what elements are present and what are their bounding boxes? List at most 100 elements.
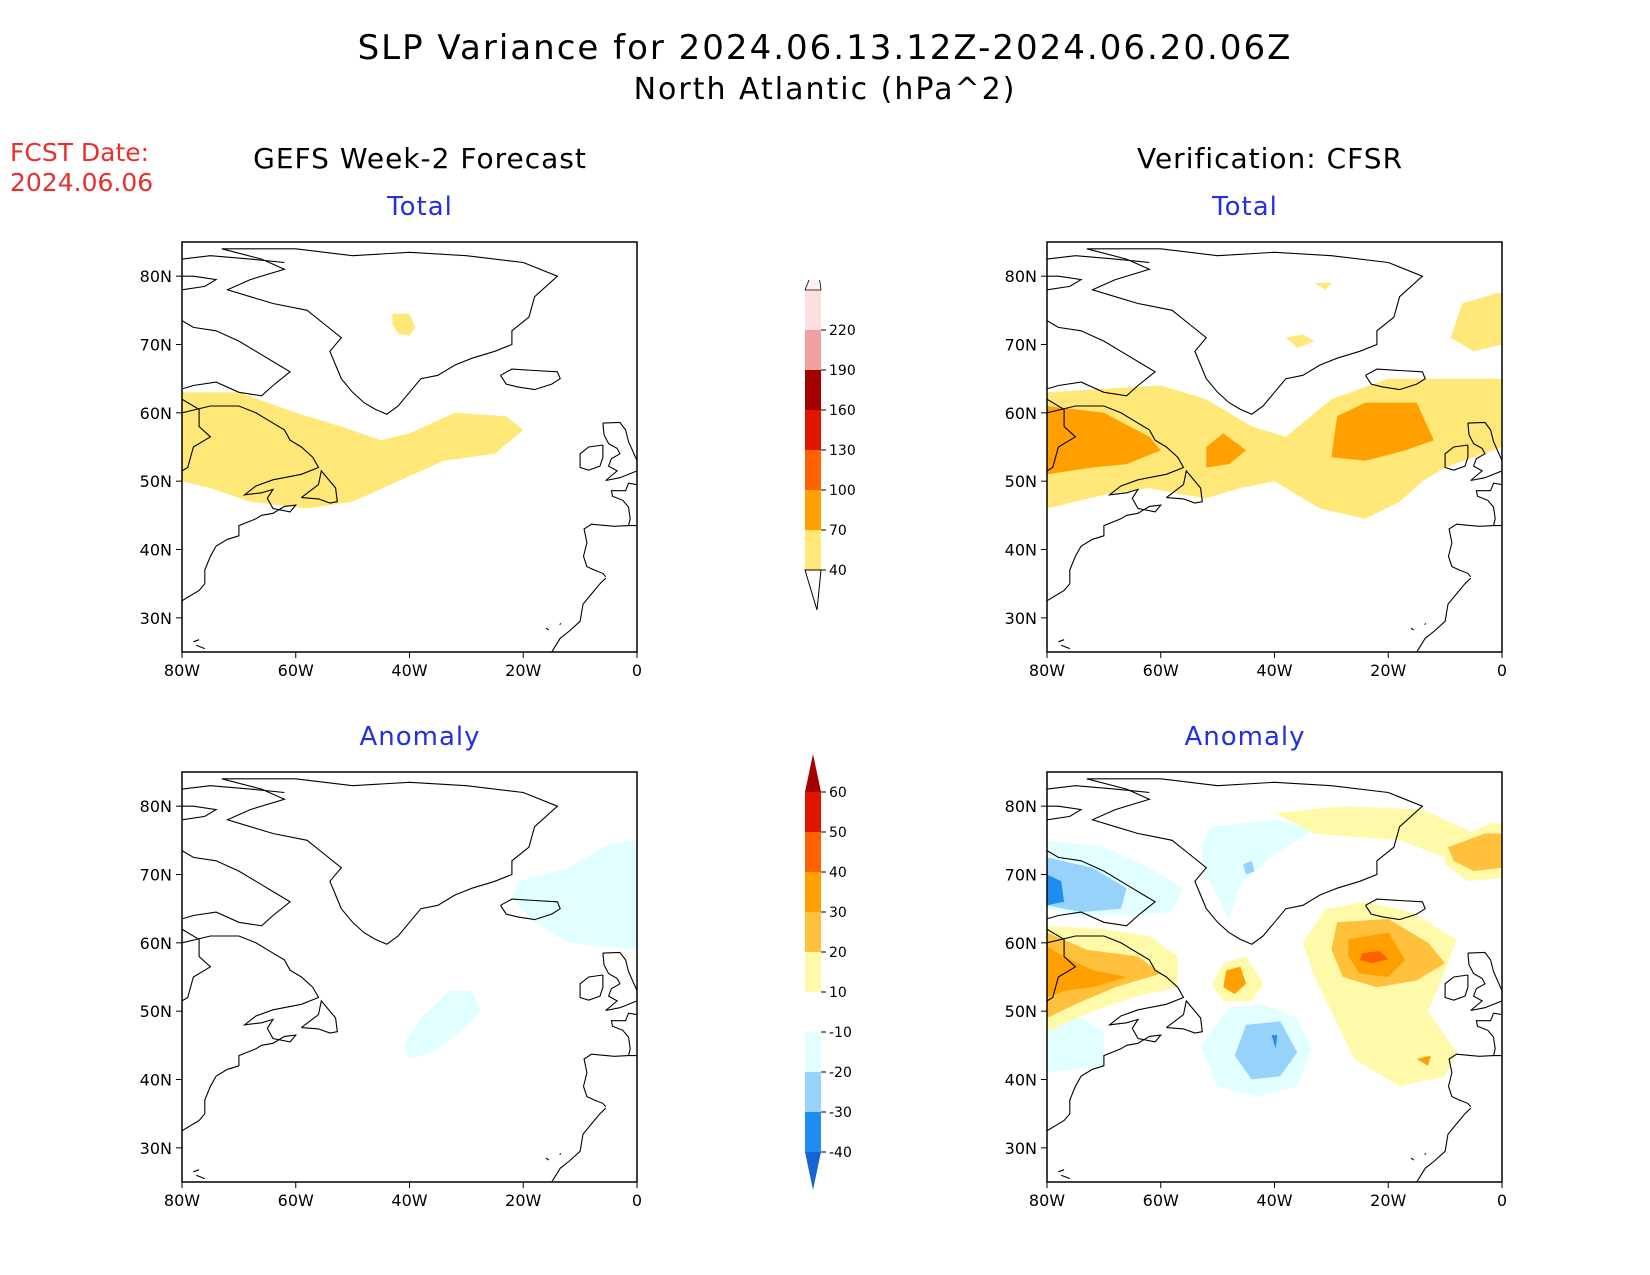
lat-tick-label: 80N [1005,267,1037,286]
contour-region [1271,1035,1278,1049]
coastline [559,1152,562,1156]
colorbar-swatch [805,1032,821,1072]
lat-tick-label: 40N [140,1071,172,1090]
lat-tick-label: 80N [1005,797,1037,816]
colorbar-swatch [805,872,821,912]
lat-tick-label: 50N [1005,472,1037,491]
lat-tick-label: 60N [140,934,172,953]
coastline [301,999,338,1034]
lon-tick-label: 0 [632,1191,642,1210]
colorbar-label: 10 [829,985,847,1001]
coastline [182,935,320,1132]
coastline [193,1169,200,1173]
coastline [1060,644,1071,650]
colorbar-total: 40 70 100 130 160 190 220 [804,280,856,611]
coastline-layer [1047,778,1502,1182]
coastline [182,805,218,821]
colorbar-label: 130 [829,443,856,459]
lon-tick-label: 40W [1256,1191,1292,1210]
lon-tick-label: 0 [1497,661,1507,680]
coastline [182,405,320,602]
coastline [1410,627,1415,631]
coastline [610,1012,637,1056]
colorbar-label: 40 [829,563,847,579]
coastline [1444,444,1469,471]
figure-title-line1: SLP Variance for 2024.06.13.12Z-2024.06.… [357,28,1293,68]
panel-title-forecast-anomaly: Anomaly [359,722,481,752]
coastline [579,974,604,1001]
coastline [1086,778,1424,945]
lat-tick-label: 70N [1005,336,1037,355]
coastline-layer [1047,248,1502,652]
fcst-date-label: FCST Date: [10,138,150,167]
coastline [579,444,604,471]
coastline [1086,248,1424,415]
lat-tick-label: 30N [1005,609,1037,628]
colorbar-label: 20 [829,945,847,961]
lon-tick-label: 60W [278,1191,314,1210]
lat-tick-label: 30N [1005,1139,1037,1158]
coastline [182,928,212,1002]
coastline [602,951,637,1012]
coastline [221,778,559,945]
coastline [1444,974,1469,1001]
coastline [1416,577,1472,652]
lat-tick-label: 40N [1005,541,1037,560]
contour-region [1359,951,1389,964]
coastline [1060,1174,1071,1180]
coastline [582,1053,637,1108]
lat-tick-label: 50N [140,1002,172,1021]
lat-tick-label: 30N [140,609,172,628]
colorbar-swatch [805,1112,821,1152]
colorbar-swatch [805,792,821,832]
fcst-date-block: FCST Date: 2024.06.06 [10,138,153,198]
lon-tick-label: 0 [1497,1191,1507,1210]
colorbar-label: 50 [829,825,847,841]
colorbar-label: 100 [829,483,856,499]
map-forecast-anomaly: 80N 70N 60N 50N 40N 30N 80W 60W 40W 20W 0 [140,771,642,1210]
panel-title-forecast-total: Total [387,192,453,222]
contour-fill-layer [403,840,637,1059]
colorbar-label: 40 [829,865,847,881]
coastline [1058,639,1065,643]
lon-tick-label: 60W [1143,661,1179,680]
panel-title-verification-anomaly: Anomaly [1184,722,1306,752]
coastline [582,523,637,578]
lon-tick-label: 80W [1029,661,1065,680]
coastline [1047,785,1150,794]
lat-tick-label: 30N [140,1139,172,1158]
lon-tick-label: 60W [278,661,314,680]
contour-region [1243,860,1255,875]
colorbar-label: 220 [829,323,856,339]
contour-region [1047,1018,1104,1073]
contour-region [1416,1055,1431,1066]
colorbar-label: -40 [829,1145,852,1161]
lat-tick-label: 70N [140,866,172,885]
coastline [545,1157,550,1161]
coastline [182,398,212,472]
colorbar-swatch [805,450,821,490]
coastline [1467,951,1502,1012]
coastline-layer [182,778,637,1182]
contour-region [1448,833,1502,872]
contour-region [1314,283,1332,290]
colorbar-swatch [805,832,821,872]
lat-tick-label: 50N [1005,1002,1037,1021]
lat-tick-label: 60N [1005,404,1037,423]
coastline [1058,1169,1065,1173]
colorbar-swatch [805,370,821,410]
contour-region [1223,966,1247,995]
coastline [1047,255,1150,264]
coastline [1475,1012,1502,1056]
coastline [301,469,338,504]
colorbar-lower-arrow [804,569,822,611]
lon-tick-label: 20W [505,1191,541,1210]
contour-region [1047,406,1161,475]
contour-fill-layer [1047,283,1502,519]
coastline [182,255,285,264]
contour-region [511,840,637,950]
coastline [551,1107,607,1182]
coastline [1047,850,1157,927]
contour-region [403,990,481,1059]
coastline [182,850,292,927]
